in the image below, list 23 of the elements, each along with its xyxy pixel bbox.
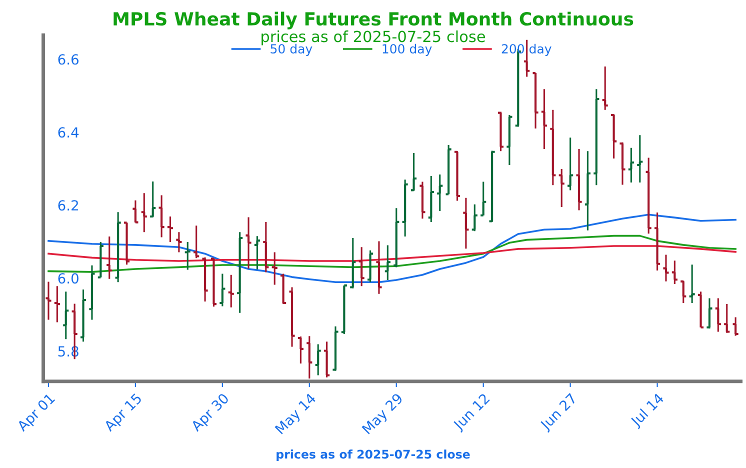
- candlestick: [246, 217, 252, 269]
- candlestick: [184, 242, 190, 270]
- y-tick-label: 6.0: [58, 273, 78, 284]
- legend-label: 50 day: [270, 44, 312, 56]
- line-series: [48, 214, 736, 284]
- x-tick-label: Apr 15: [103, 392, 144, 434]
- x-tick-label: Jun 27: [539, 392, 579, 433]
- x-tick-label: Jul 14: [629, 392, 666, 430]
- candlestick: [663, 254, 669, 282]
- chart-subtitle: prices as of 2025-07-25 close: [262, 30, 485, 46]
- line-series: [48, 234, 736, 273]
- x-tick-label: Apr 30: [190, 392, 232, 434]
- line-series: [48, 245, 736, 262]
- legend-label: 200 day: [502, 44, 552, 56]
- x-tick-label: Apr 01: [16, 392, 58, 434]
- y-tick-label: 6.2: [58, 200, 78, 211]
- chart-title: MPLS Wheat Daily Futures Front Month Continuous: [114, 12, 634, 30]
- candlestick: [46, 282, 52, 320]
- y-tick-label: 6.4: [58, 127, 79, 138]
- text: prices as of 2025-07-25 close: [276, 450, 470, 461]
- x-tick-label: Jun 12: [452, 392, 492, 433]
- y-tick-label: 6.6: [58, 54, 79, 65]
- legend-label: 100 day: [382, 44, 432, 56]
